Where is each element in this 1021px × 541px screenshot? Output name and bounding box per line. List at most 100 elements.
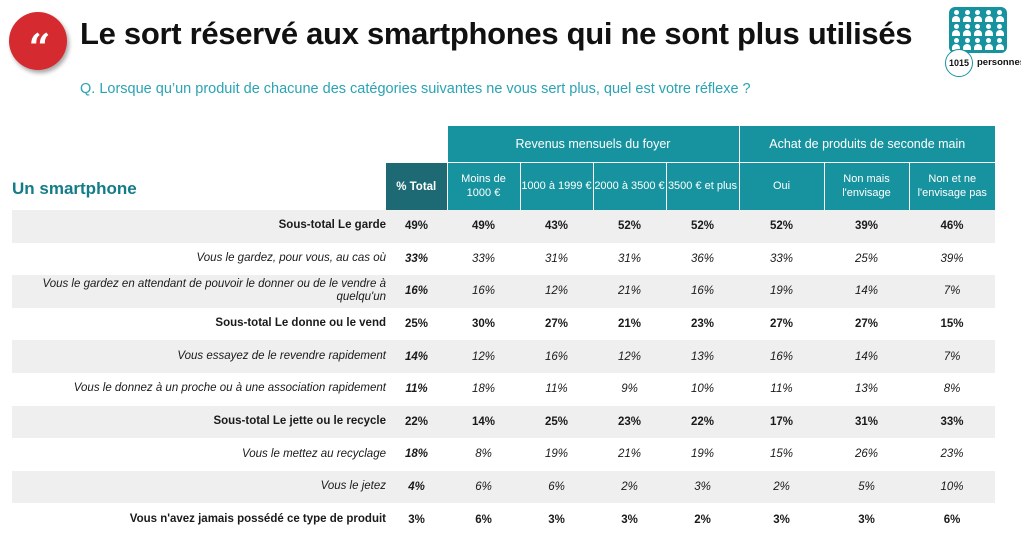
value-cell: 31% [617, 252, 642, 265]
value-cell: 22% [666, 405, 739, 439]
value-cell: 52% [593, 210, 666, 243]
quote-icon: “ [9, 12, 67, 70]
value-cell: 10% [909, 470, 995, 504]
person-icon [983, 37, 994, 51]
header-spacer [386, 126, 447, 163]
row-label: Sous-total Le jette ou le recycle [12, 405, 386, 439]
person-icon [994, 37, 1005, 51]
value-cell: 33% [769, 252, 794, 265]
value-cell: 23% [593, 405, 666, 439]
value-cell: 21% [617, 318, 642, 331]
person-icon [973, 37, 984, 51]
value-cell: 30% [471, 318, 496, 331]
value-cell: 8% [475, 448, 492, 461]
quote-glyph: “ [28, 25, 51, 70]
col-header: 1000 à 1999 € [519, 162, 593, 210]
value-cell: 19% [739, 275, 824, 308]
total-header: % Total [386, 162, 447, 210]
header-spacer [12, 163, 386, 211]
col-header: 3500 € et plus [665, 162, 739, 210]
value-cell: 13% [854, 383, 879, 396]
value-cell: 39% [940, 252, 964, 265]
value-cell: 3% [621, 513, 638, 526]
value-cell: 52% [739, 210, 824, 243]
row-label: Vous essayez de le revendre rapidement [12, 340, 386, 373]
value-cell: 16% [447, 275, 520, 308]
row-label: Vous n'avez jamais possédé ce type de pr… [129, 512, 386, 525]
value-cell: 46% [909, 210, 995, 243]
group-header-secondhand: Achat de produits de seconde main [738, 126, 995, 163]
total-cell: 25% [404, 318, 429, 331]
col-header: Oui [738, 162, 824, 210]
value-cell: 14% [824, 275, 909, 308]
person-icon [983, 23, 994, 37]
person-icon [962, 37, 973, 51]
total-cell: 3% [408, 513, 425, 526]
person-icon [951, 9, 962, 23]
person-icon [983, 9, 994, 23]
total-cell: 33% [404, 252, 429, 265]
value-cell: 16% [520, 340, 593, 373]
people-group-icon [949, 7, 1007, 53]
value-cell: 10% [690, 383, 715, 396]
value-cell: 15% [940, 318, 964, 331]
col-header: Moins de 1000 € [446, 162, 520, 210]
value-cell: 8% [943, 383, 961, 396]
person-icon [962, 23, 973, 37]
value-cell: 49% [447, 210, 520, 243]
table-body: Sous-total Le garde 49% 49% 43% 52% 52% 52% 39%… [12, 210, 995, 536]
value-cell: 5% [824, 470, 909, 504]
total-cell: 14% [386, 340, 447, 373]
person-icon [951, 23, 962, 37]
value-cell: 6% [447, 470, 520, 504]
row-label: Vous le mettez au recyclage [241, 447, 386, 460]
sub-header-row: % Total Moins de 1000 € 1000 à 1999 € 20… [12, 162, 995, 211]
value-cell: 7% [909, 340, 995, 373]
col-header: 2000 à 3500 € [592, 162, 666, 210]
value-cell: 52% [666, 210, 739, 243]
value-cell: 36% [690, 252, 715, 265]
value-cell: 9% [621, 383, 638, 396]
table-row: Vous le jetez 4% 6% 6% 2% 3% 2% 5% 10% [12, 470, 995, 504]
value-cell: 26% [854, 448, 879, 461]
person-icon [962, 9, 973, 23]
value-cell: 2% [694, 513, 711, 526]
group-header-row: Revenus mensuels du foyer Achat de produ… [12, 126, 995, 163]
value-cell: 43% [520, 210, 593, 243]
value-cell: 25% [520, 405, 593, 439]
survey-question: Q. Lorsque qu’un produit de chacune des … [80, 81, 751, 97]
value-cell: 19% [690, 448, 715, 461]
value-cell: 27% [854, 318, 879, 331]
table-row: Vous le donnez à un proche ou à une asso… [12, 373, 995, 406]
row-label: Vous le gardez, pour vous, au cas où [196, 251, 386, 264]
total-cell: 18% [404, 448, 429, 461]
value-cell: 31% [824, 405, 909, 439]
value-cell: 7% [909, 275, 995, 308]
value-cell: 17% [739, 405, 824, 439]
value-cell: 11% [770, 383, 793, 396]
value-cell: 18% [471, 383, 496, 396]
value-cell: 15% [769, 448, 794, 461]
value-cell: 16% [666, 275, 739, 308]
table-row: Vous n'avez jamais possédé ce type de pr… [12, 503, 995, 536]
value-cell: 16% [739, 340, 824, 373]
value-cell: 3% [858, 513, 875, 526]
value-cell: 3% [548, 513, 565, 526]
value-cell: 21% [593, 275, 666, 308]
person-icon [973, 23, 984, 37]
value-cell: 6% [943, 513, 961, 526]
value-cell: 2% [593, 470, 666, 504]
value-cell: 19% [544, 448, 569, 461]
section-label: Un smartphone [12, 179, 137, 198]
col-header: Non et ne l'envisage pas [908, 162, 995, 210]
value-cell: 6% [520, 470, 593, 504]
value-cell: 14% [447, 405, 520, 439]
page-title: Le sort réservé aux smartphones qui ne s… [80, 16, 913, 51]
value-cell: 27% [769, 318, 794, 331]
sample-label: personnes [977, 57, 1021, 68]
table-row: Sous-total Le garde 49% 49% 43% 52% 52% 52% 39%… [12, 210, 995, 243]
value-cell: 12% [520, 275, 593, 308]
total-cell: 16% [386, 275, 447, 308]
table-row: Vous le gardez, pour vous, au cas où 33% 3… [12, 243, 995, 276]
value-cell: 23% [690, 318, 715, 331]
